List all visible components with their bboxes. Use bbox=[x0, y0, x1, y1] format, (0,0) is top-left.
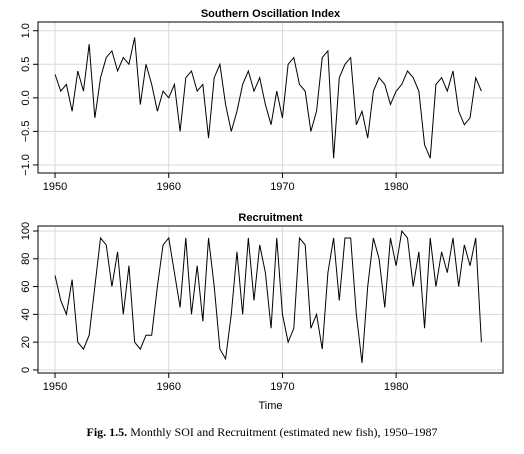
y-tick-label: 40 bbox=[20, 308, 32, 320]
x-tick-label: 1950 bbox=[43, 381, 67, 393]
y-tick-label: 0.5 bbox=[20, 57, 32, 72]
x-tick-label: 1960 bbox=[157, 381, 181, 393]
y-tick-label: 100 bbox=[20, 222, 32, 240]
plot-frame bbox=[37, 225, 504, 374]
x-tick-label: 1960 bbox=[157, 181, 181, 193]
x-tick-label: 1970 bbox=[270, 181, 294, 193]
y-tick-label: −1.0 bbox=[20, 154, 32, 176]
data-line bbox=[54, 37, 482, 159]
y-tick-label: 60 bbox=[20, 280, 32, 292]
caption-text: Monthly SOI and Recruitment (estimated n… bbox=[130, 425, 437, 439]
x-tick-label: 1970 bbox=[270, 381, 294, 393]
chart-title: Recruitment bbox=[238, 212, 303, 224]
x-tick-label: 1980 bbox=[384, 381, 408, 393]
y-tick-label: 20 bbox=[20, 336, 32, 348]
plot-frame bbox=[37, 21, 504, 174]
y-tick-label: 80 bbox=[20, 253, 32, 265]
chart-title: Southern Oscillation Index bbox=[201, 8, 341, 20]
y-tick-label: 0 bbox=[20, 367, 32, 373]
caption: Fig. 1.5. Monthly SOI and Recruitment (e… bbox=[87, 425, 438, 439]
x-tick-label: 1980 bbox=[384, 181, 408, 193]
y-tick-label: −0.5 bbox=[20, 121, 32, 143]
x-tick-label: 1950 bbox=[43, 181, 67, 193]
x-axis-label: Time bbox=[258, 400, 282, 412]
y-tick-label: 0.0 bbox=[20, 90, 32, 105]
y-tick-label: 1.0 bbox=[20, 23, 32, 38]
data-line bbox=[54, 229, 482, 364]
caption-label: Fig. 1.5. bbox=[87, 425, 128, 439]
